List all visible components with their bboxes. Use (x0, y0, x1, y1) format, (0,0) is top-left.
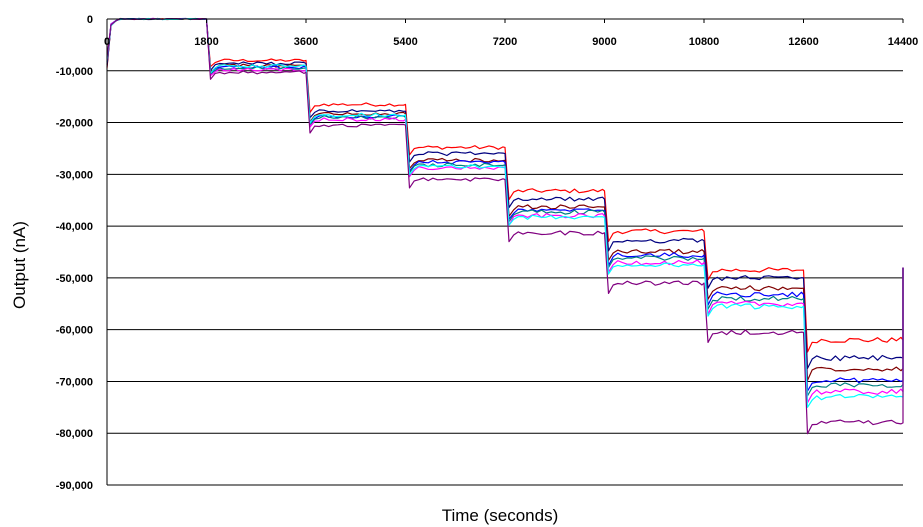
series-line (106, 17, 904, 408)
y-tick-label: 0 (87, 14, 93, 26)
grid-layer (107, 70, 903, 486)
y-tick-label: -30,000 (56, 169, 93, 181)
series-line (106, 17, 904, 392)
x-tick-label: 10800 (689, 36, 720, 48)
y-tick-label: -10,000 (56, 66, 93, 78)
x-tick-label: 5400 (393, 36, 417, 48)
x-axis-title: Time (seconds) (442, 506, 559, 525)
series-line (106, 17, 904, 397)
y-tick-label: -60,000 (56, 325, 93, 337)
y-tick-label: -40,000 (56, 221, 93, 233)
series-line (106, 18, 904, 435)
axis-layer (106, 18, 904, 485)
series-layer (106, 17, 904, 435)
x-tick-label: 9000 (592, 36, 616, 48)
y-tick-label: -20,000 (56, 118, 93, 130)
x-tick-label: 12600 (788, 36, 819, 48)
x-tick-label: 7200 (493, 36, 517, 48)
series-line (106, 17, 904, 404)
y-tick-label: -50,000 (56, 273, 93, 285)
label-layer: 0 -10,000 -20,000 -30,000 -40,000 -50,000 -60,… (56, 14, 919, 492)
y-axis-title: Output (nA) (10, 221, 29, 309)
y-tick-label: -80,000 (56, 428, 93, 440)
y-tick-label: -90,000 (56, 480, 93, 492)
x-tick-label: 14400 (888, 36, 919, 48)
y-tick-label: -70,000 (56, 376, 93, 388)
x-tick-label: 0 (104, 36, 110, 48)
x-tick-label: 1800 (194, 36, 218, 48)
x-tick-label: 3600 (294, 36, 318, 48)
